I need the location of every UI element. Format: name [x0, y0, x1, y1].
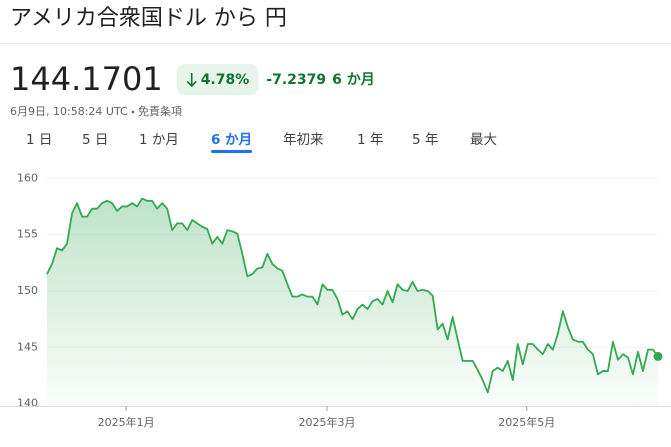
x-tick-label: 2025年1月	[98, 415, 155, 429]
range-tab[interactable]: 1 か月	[139, 132, 179, 148]
range-tab[interactable]: 最大	[470, 132, 497, 148]
range-tab[interactable]: 6 か月	[211, 132, 252, 148]
price-line	[46, 197, 659, 394]
timestamp: 6月9日, 10:58:24 UTC	[10, 105, 128, 118]
disclaimer-link[interactable]: 免責条項	[138, 104, 182, 118]
change-percent: 4.78%	[201, 72, 250, 88]
range-tab[interactable]: 5 日	[82, 132, 108, 148]
range-tab[interactable]: 1 年	[357, 132, 383, 148]
y-tick-label: 160	[17, 171, 38, 184]
x-tick-label: 2025年3月	[298, 415, 355, 429]
last-point	[653, 351, 663, 361]
range-tab[interactable]: 年初来	[283, 132, 324, 148]
area-fill	[47, 198, 658, 406]
down-arrow-icon	[186, 73, 197, 88]
active-tab-underline	[211, 150, 253, 153]
y-tick-label: 145	[17, 340, 38, 353]
y-tick-label: 155	[17, 228, 38, 241]
change-badge	[176, 64, 259, 95]
separator-dot	[131, 110, 135, 114]
range-tab[interactable]: 5 年	[412, 132, 438, 148]
x-tick-label: 2025年5月	[498, 415, 555, 429]
y-tick-label: 150	[17, 284, 38, 297]
price: 144.1701	[10, 60, 163, 98]
change-period: 6 か月	[332, 72, 375, 88]
y-tick-label: 140	[17, 397, 38, 410]
range-tab[interactable]: 1 日	[26, 132, 52, 148]
page-title: アメリカ合衆国ドル から 円	[10, 6, 287, 31]
change-value: -7.2379	[266, 72, 326, 88]
